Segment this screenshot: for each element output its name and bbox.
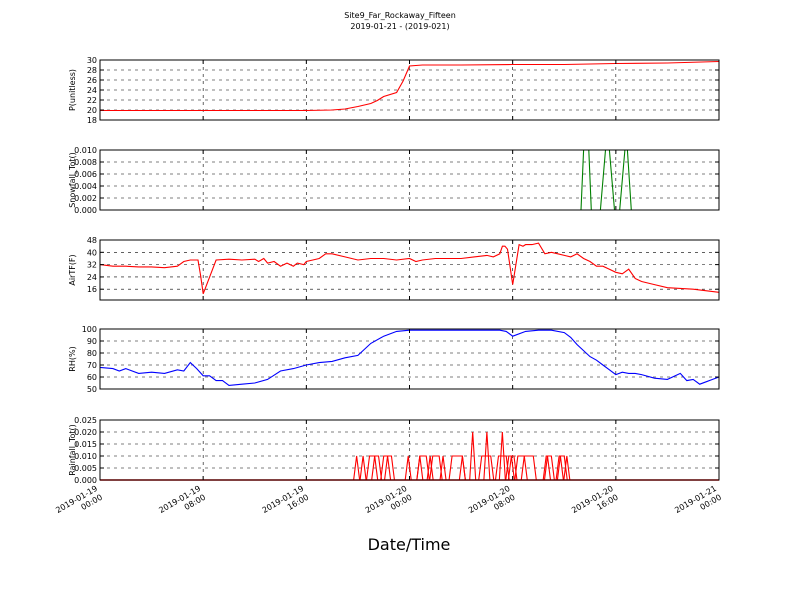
x-tick-label: 2019-01-1916:00 xyxy=(261,484,311,524)
y-tick-label: 0.010 xyxy=(74,452,97,461)
rain-spike xyxy=(469,431,477,481)
x-tick-label: 2019-01-2008:00 xyxy=(467,484,517,524)
y-tick-label: 0.025 xyxy=(74,416,97,425)
panel-3: 16 24 32 40 48 AirTF(F) xyxy=(68,236,720,301)
panel-5: 0.000 0.005 0.010 0.015 0.020 0.025Rainfall_T… xyxy=(68,416,720,485)
y-tick-label: 70 xyxy=(87,361,97,370)
x-tick-label: 2019-01-2000:00 xyxy=(364,484,414,524)
x-tick-label: 2019-01-2100:00 xyxy=(673,484,723,524)
rain-spike xyxy=(359,455,367,481)
y-tick-label: 60 xyxy=(87,373,97,382)
panel-4: 50 60 70 80 90 100 RH(%) xyxy=(68,325,720,394)
y-axis-label: P(unitless) xyxy=(68,69,77,111)
y-axis-label: AirTF(F) xyxy=(68,254,77,285)
y-tick-label: 0.008 xyxy=(74,158,97,167)
chart-subtitle: 2019-01-21 - (2019-021) xyxy=(350,22,449,31)
rain-plateau xyxy=(416,455,430,481)
y-tick-label: 0.004 xyxy=(74,182,97,191)
x-tick-label: 2019-01-1908:00 xyxy=(157,484,207,524)
rain-plateau xyxy=(514,455,537,481)
rain-plateau xyxy=(365,455,383,481)
y-tick-label: 0.006 xyxy=(74,170,97,179)
rain-spike xyxy=(498,431,506,481)
x-axis-label: Date/Time xyxy=(368,535,451,554)
y-tick-label: 50 xyxy=(87,385,97,394)
rain-plateau xyxy=(505,455,518,481)
rain-spike xyxy=(563,455,571,481)
series-line xyxy=(100,60,720,112)
rain-plateau xyxy=(555,455,568,481)
y-tick-label: 100 xyxy=(82,325,97,334)
y-tick-label: 28 xyxy=(87,66,97,75)
y-axis-label: Snowfall_Tot() xyxy=(68,152,77,208)
y-axis-label: RH(%) xyxy=(68,346,77,371)
rain-plateau xyxy=(542,455,555,481)
y-tick-label: 16 xyxy=(87,285,97,294)
rain-spike xyxy=(353,455,361,481)
y-tick-label: 80 xyxy=(87,349,97,358)
y-tick-label: 30 xyxy=(87,56,97,65)
y-tick-label: 22 xyxy=(87,96,97,105)
y-tick-label: 40 xyxy=(87,248,97,257)
rain-spike xyxy=(404,455,412,481)
rain-plateau xyxy=(448,455,466,481)
chart-title: Site9_Far_Rockaway_Fifteen xyxy=(344,11,456,20)
rain-plateau xyxy=(380,455,395,481)
y-tick-label: 20 xyxy=(87,106,97,115)
rain-plateau xyxy=(429,455,443,481)
series-line xyxy=(99,242,720,294)
x-tick-label: 2019-01-2016:00 xyxy=(570,484,620,524)
rain-spike xyxy=(483,431,491,481)
y-tick-label: 32 xyxy=(87,261,97,270)
y-tick-label: 0.000 xyxy=(74,206,97,215)
y-tick-label: 0.010 xyxy=(74,146,97,155)
y-tick-label: 90 xyxy=(87,337,97,346)
y-tick-label: 18 xyxy=(87,116,97,125)
series-line xyxy=(99,329,720,386)
x-tick-label: 2019-01-1900:00 xyxy=(54,484,104,524)
y-tick-label: 48 xyxy=(87,236,97,245)
y-tick-label: 0.000 xyxy=(74,476,97,485)
x-tick-labels: 2019-01-1900:00 2019-01-1908:00 2019-01-19… xyxy=(54,484,723,524)
rain-plateau xyxy=(478,455,495,481)
y-tick-label: 26 xyxy=(87,76,97,85)
y-tick-label: 0.020 xyxy=(74,428,97,437)
y-tick-label: 0.005 xyxy=(74,464,97,473)
y-tick-label: 0.002 xyxy=(74,194,97,203)
y-axis-label: Rainfall_Tot() xyxy=(68,424,77,476)
y-tick-label: 24 xyxy=(87,273,97,282)
y-tick-label: 0.015 xyxy=(74,440,97,449)
y-tick-label: 24 xyxy=(87,86,97,95)
panel-2: 0.000 0.002 0.004 0.006 0.008 0.010Snowfall_T… xyxy=(68,146,720,215)
panels-group: 18202224262830P(unitless)0.0000.0020.004… xyxy=(68,56,720,485)
